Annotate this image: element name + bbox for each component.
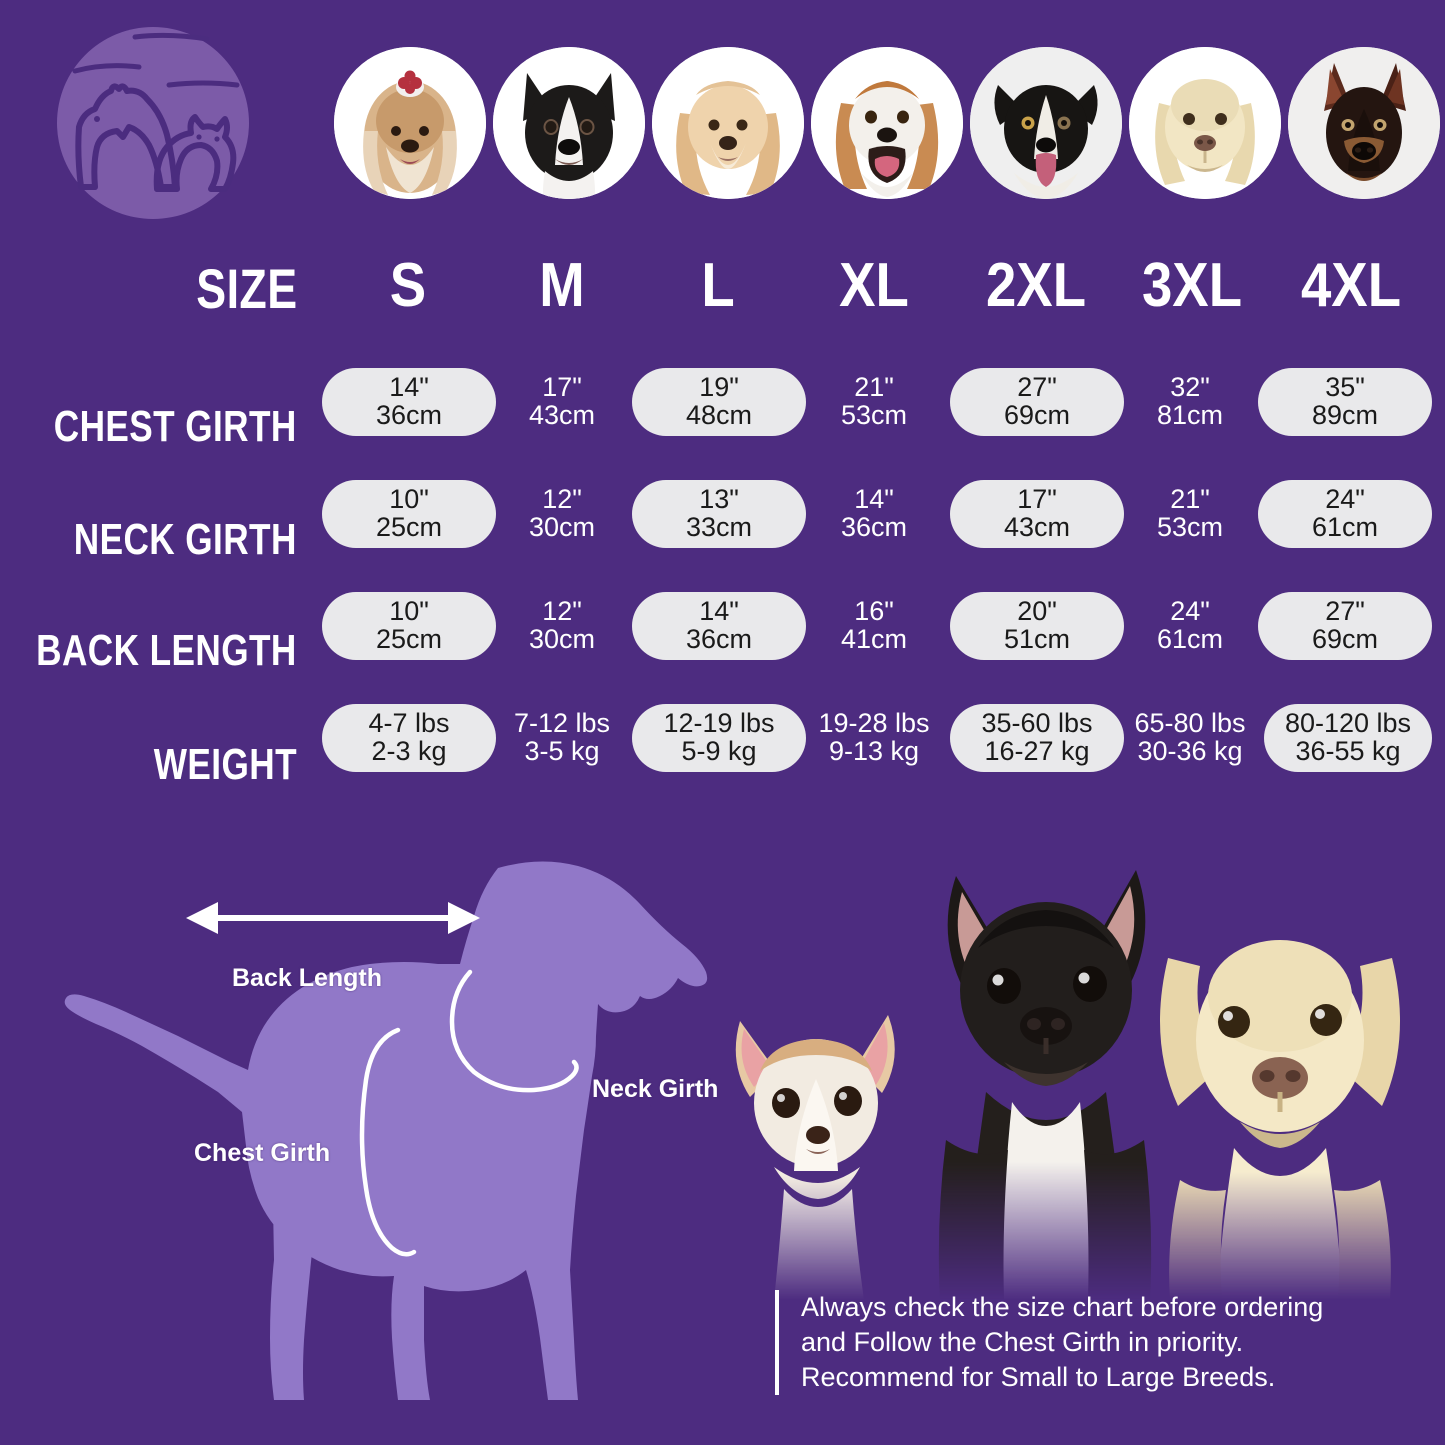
cell-neck-s: 10" 25cm [322,480,496,548]
breed-circle-border-collie [970,47,1122,199]
cell-weight-4xl: 80-120 lbs 36-55 kg [1264,704,1432,772]
cell-weight-2xl: 35-60 lbs 16-27 kg [950,704,1124,772]
disclaimer-line-1: Always check the size chart before order… [801,1292,1324,1322]
measurement-diagram [0,840,760,1440]
breed-circle-labrador [1129,47,1281,199]
diagram-label-chest-girth: Chest Girth [194,1139,331,1167]
cell-chest-xl: 21" 53cm [840,372,908,430]
diagram-label-neck-girth: Neck Girth [592,1075,719,1103]
cell-neck-xl: 14" 36cm [840,484,908,542]
row-label-neck-girth: NECK GIRTH [73,515,297,564]
cell-weight-s: 4-7 lbs 2-3 kg [322,704,496,772]
cell-back-3xl: 24" 61cm [1156,596,1224,654]
dog-photo-doberman-icon [1288,47,1440,199]
cell-neck-m: 12" 30cm [528,484,596,542]
breed-photo-group [700,830,1445,1300]
row-label-chest-girth: CHEST GIRTH [54,402,297,451]
cell-chest-l: 19" 48cm [632,368,806,436]
header-bar [0,0,1445,225]
col-head-2xl: 2XL [985,251,1087,320]
diagram-label-back-length: Back Length [232,964,383,992]
dog-photo-labrador-icon [1129,47,1281,199]
cell-back-m: 12" 30cm [528,596,596,654]
breed-circle-beagle [811,47,963,199]
breed-circle-doberman [1288,47,1440,199]
cell-weight-xl: 19-28 lbs 9-13 kg [818,708,930,766]
cell-weight-m: 7-12 lbs 3-5 kg [513,708,611,766]
col-head-m: M [539,251,585,320]
col-head-s: S [389,251,427,320]
brand-logo [57,27,249,219]
breed-circle-boston-terrier [493,47,645,199]
row-label-back-length: BACK LENGTH [36,626,297,675]
cell-back-s: 10" 25cm [322,592,496,660]
col-head-xl: XL [839,251,909,320]
cell-neck-2xl: 17" 43cm [950,480,1124,548]
row-label-weight: WEIGHT [153,740,297,789]
col-head-l: L [701,251,735,320]
table-title-size: SIZE [195,257,297,320]
dog-photo-boston-terrier-icon [493,47,645,199]
dog-photo-labrador-large-icon [1160,940,1400,1300]
cell-back-4xl: 27" 69cm [1258,592,1432,660]
cell-back-2xl: 20" 51cm [950,592,1124,660]
cell-back-xl: 16" 41cm [840,596,908,654]
dog-photo-chihuahua-icon [735,1015,895,1300]
cell-neck-3xl: 21" 53cm [1156,484,1224,542]
cell-neck-l: 13" 33cm [632,480,806,548]
disclaimer-line-3: Recommend for Small to Large Breeds. [801,1362,1276,1393]
cell-weight-3xl: 65-80 lbs 30-36 kg [1134,708,1246,766]
cell-chest-m: 17" 43cm [528,372,596,430]
cell-chest-s: 14" 36cm [322,368,496,436]
dog-side-silhouette-icon [64,861,708,1400]
dog-photo-border-collie-icon [970,47,1122,199]
dog-photo-cocker-spaniel-icon [652,47,804,199]
cell-chest-2xl: 27" 69cm [950,368,1124,436]
col-head-4xl: 4XL [1300,251,1402,320]
cell-chest-3xl: 32" 81cm [1156,372,1224,430]
double-arrow-horizontal-icon [186,902,480,934]
dog-cat-circle-logo-icon [72,32,240,192]
breed-circle-shih-tzu [334,47,486,199]
col-head-3xl: 3XL [1141,251,1243,320]
cell-chest-4xl: 35" 89cm [1258,368,1432,436]
disclaimer-note: Always check the size chart before order… [775,1290,1425,1396]
size-chart-table: SIZE CHEST GIRTH NECK GIRTH BACK LENGTH … [0,240,1445,800]
cell-back-l: 14" 36cm [632,592,806,660]
dog-photo-french-bulldog-icon [938,870,1152,1300]
cell-neck-4xl: 24" 61cm [1258,480,1432,548]
cell-weight-l: 12-19 lbs 5-9 kg [632,704,806,772]
breed-circle-cocker-spaniel [652,47,804,199]
dog-photo-shih-tzu-icon [334,47,486,199]
disclaimer-line-2: and Follow the Chest Girth in priority. [801,1327,1244,1358]
dog-photo-beagle-icon [811,47,963,199]
